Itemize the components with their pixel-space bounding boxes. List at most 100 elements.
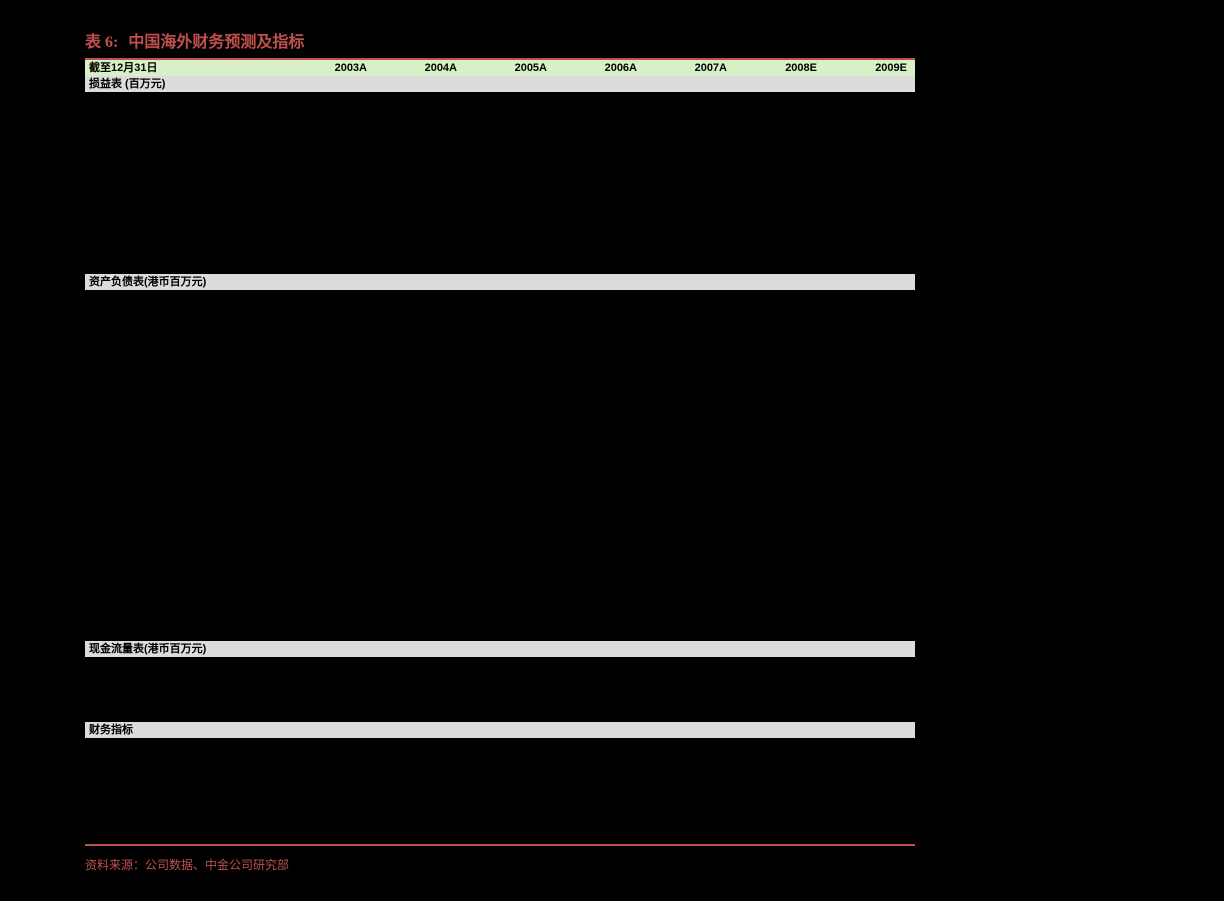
table-row [85, 589, 915, 602]
table-row [85, 222, 915, 235]
table-cell [735, 381, 825, 394]
table-cell [85, 316, 285, 329]
table-cell [555, 355, 645, 368]
table-cell [285, 329, 375, 342]
table-cell [645, 563, 735, 576]
table-cell [735, 131, 825, 144]
table-cell [285, 381, 375, 394]
table-cell [85, 248, 285, 261]
table-cell [645, 696, 735, 709]
table-cell [825, 303, 915, 316]
table-cell [645, 183, 735, 196]
table-cell [645, 472, 735, 485]
table-cell [735, 209, 825, 222]
table-row [85, 157, 915, 170]
table-cell [85, 381, 285, 394]
table-cell [375, 537, 465, 550]
table-cell [825, 433, 915, 446]
table-cell [85, 472, 285, 485]
table-cell [375, 589, 465, 602]
table-cell [85, 576, 285, 589]
table-cell [465, 670, 555, 683]
table-cell [85, 829, 285, 842]
table-row [85, 235, 915, 248]
table-cell [645, 485, 735, 498]
table-row [85, 657, 915, 670]
table-cell [645, 459, 735, 472]
table-cell [555, 381, 645, 394]
table-cell [465, 550, 555, 563]
table-cell [555, 485, 645, 498]
table-cell [825, 589, 915, 602]
table-cell [375, 459, 465, 472]
table-cell [645, 394, 735, 407]
table-cell [825, 459, 915, 472]
table-cell [825, 563, 915, 576]
table-cell [375, 576, 465, 589]
header-year: 2003A [285, 60, 375, 76]
table-cell [555, 248, 645, 261]
table-row [85, 683, 915, 696]
table-cell [645, 738, 735, 751]
table-cell [465, 459, 555, 472]
table-cell [465, 183, 555, 196]
table-cell [555, 709, 645, 722]
section-header: 现金流量表(港币百万元) [85, 641, 915, 657]
table-cell [555, 628, 645, 641]
table-cell [85, 589, 285, 602]
table-cell [285, 511, 375, 524]
table-cell [85, 628, 285, 641]
table-cell [465, 144, 555, 157]
table-cell [735, 628, 825, 641]
table-cell [285, 290, 375, 303]
table-cell [645, 524, 735, 537]
table-cell [555, 407, 645, 420]
table-cell [645, 290, 735, 303]
table-row [85, 368, 915, 381]
table-cell [285, 433, 375, 446]
table-cell [555, 368, 645, 381]
table-cell [735, 472, 825, 485]
table-row [85, 92, 915, 105]
table-cell [85, 657, 285, 670]
table-cell [285, 196, 375, 209]
table-cell [285, 550, 375, 563]
table-cell [85, 118, 285, 131]
table-cell [85, 751, 285, 764]
table-cell [645, 355, 735, 368]
table-cell [555, 472, 645, 485]
table-cell [465, 381, 555, 394]
financial-table: 截至12月31日2003A2004A2005A2006A2007A2008E20… [85, 60, 915, 842]
table-cell [825, 803, 915, 816]
table-cell [465, 433, 555, 446]
table-row [85, 131, 915, 144]
table-row [85, 803, 915, 816]
table-cell [375, 209, 465, 222]
table-row [85, 183, 915, 196]
table-cell [375, 196, 465, 209]
table-row [85, 628, 915, 641]
table-cell [375, 368, 465, 381]
table-cell [375, 183, 465, 196]
section-header: 损益表 (百万元) [85, 76, 915, 92]
section-header: 资产负债表(港币百万元) [85, 274, 915, 290]
table-row [85, 537, 915, 550]
table-cell [825, 511, 915, 524]
table-cell [735, 144, 825, 157]
table-cell [645, 816, 735, 829]
table-cell [375, 696, 465, 709]
table-cell [465, 589, 555, 602]
table-cell [375, 446, 465, 459]
table-cell [555, 511, 645, 524]
table-cell [735, 550, 825, 563]
table-cell [735, 183, 825, 196]
table-cell [285, 183, 375, 196]
table-cell [375, 816, 465, 829]
table-cell [465, 485, 555, 498]
table-number: 表 6: [85, 34, 118, 51]
table-cell [85, 303, 285, 316]
table-row [85, 790, 915, 803]
table-cell [555, 303, 645, 316]
table-cell [645, 602, 735, 615]
table-cell [555, 764, 645, 777]
